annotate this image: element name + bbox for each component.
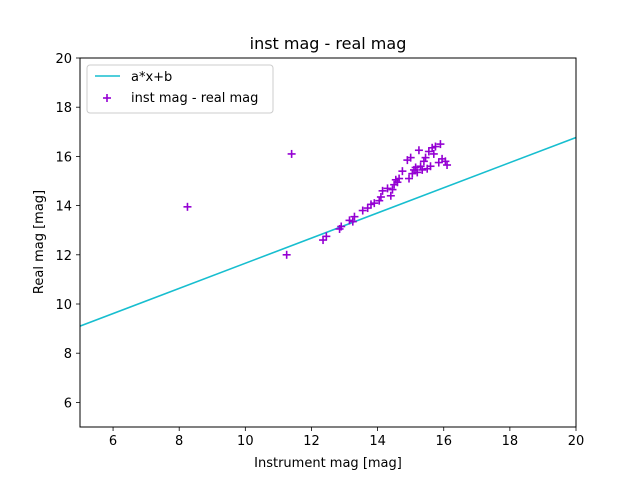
y-tick-label: 6: [64, 396, 72, 411]
scatter-point: [388, 185, 397, 194]
scatter-point: [358, 206, 367, 215]
chart-title: inst mag - real mag: [250, 34, 407, 53]
scatter-point: [441, 157, 450, 166]
scatter-point: [405, 174, 414, 183]
scatter-point: [418, 165, 427, 174]
scatter-point: [413, 168, 422, 177]
x-tick-label: 12: [303, 434, 320, 449]
legend-line-label: a*x+b: [131, 70, 172, 85]
scatter-point: [375, 196, 384, 205]
scatter-point: [322, 232, 331, 241]
scatter-point: [383, 184, 392, 193]
scatter-point: [436, 140, 445, 149]
scatter-point: [429, 149, 438, 158]
fit-line: [80, 136, 576, 327]
y-tick-label: 8: [64, 347, 72, 362]
legend: a*x+b inst mag - real mag: [86, 64, 274, 114]
scatter-point: [419, 157, 428, 166]
x-tick-label: 10: [237, 434, 254, 449]
scatter-point: [395, 174, 404, 183]
axis-ticks: 6 8 10 12 14 16 18 20 6 8 10 12 14 16 18 20: [55, 52, 584, 449]
scatter-point: [406, 153, 415, 162]
scatter-point: [183, 202, 192, 211]
legend-marker-swatch: [103, 94, 111, 102]
scatter-point: [376, 192, 385, 201]
x-tick-label: 16: [435, 434, 452, 449]
scatter-point: [421, 153, 430, 162]
y-tick-label: 10: [55, 298, 72, 313]
x-tick-label: 20: [568, 434, 585, 449]
legend-box: [86, 64, 274, 114]
scatter-point: [416, 162, 425, 171]
plot-frame: [79, 57, 577, 428]
scatter-point: [350, 212, 359, 221]
scatter-point: [370, 199, 379, 208]
scatter-point: [443, 161, 452, 170]
y-tick-label: 14: [55, 200, 72, 215]
scatter-point: [378, 186, 387, 195]
scatter-point: [398, 167, 407, 176]
scatter-point: [287, 149, 296, 158]
scatter-point: [282, 250, 291, 259]
scatter-point: [411, 163, 420, 172]
y-tick-label: 20: [55, 52, 72, 67]
scatter-point: [337, 222, 346, 231]
y-axis-label: Real mag [mag]: [32, 190, 47, 294]
scatter-point: [408, 169, 417, 178]
x-tick-label: 6: [109, 434, 117, 449]
scatter-point: [431, 142, 440, 151]
y-tick-label: 16: [55, 150, 72, 165]
y-tick-label: 18: [55, 101, 72, 116]
scatter-point: [393, 178, 402, 187]
scatter-point: [386, 191, 395, 200]
scatter-point: [414, 146, 423, 155]
x-axis-label: Instrument mag [mag]: [254, 456, 402, 471]
y-tick-label: 12: [55, 249, 72, 264]
scatter-point: [426, 162, 435, 171]
legend-scatter-label: inst mag - real mag: [131, 91, 258, 106]
x-tick-label: 14: [369, 434, 386, 449]
scatter-point: [348, 217, 357, 226]
x-tick-label: 8: [175, 434, 183, 449]
x-tick-label: 18: [502, 434, 519, 449]
